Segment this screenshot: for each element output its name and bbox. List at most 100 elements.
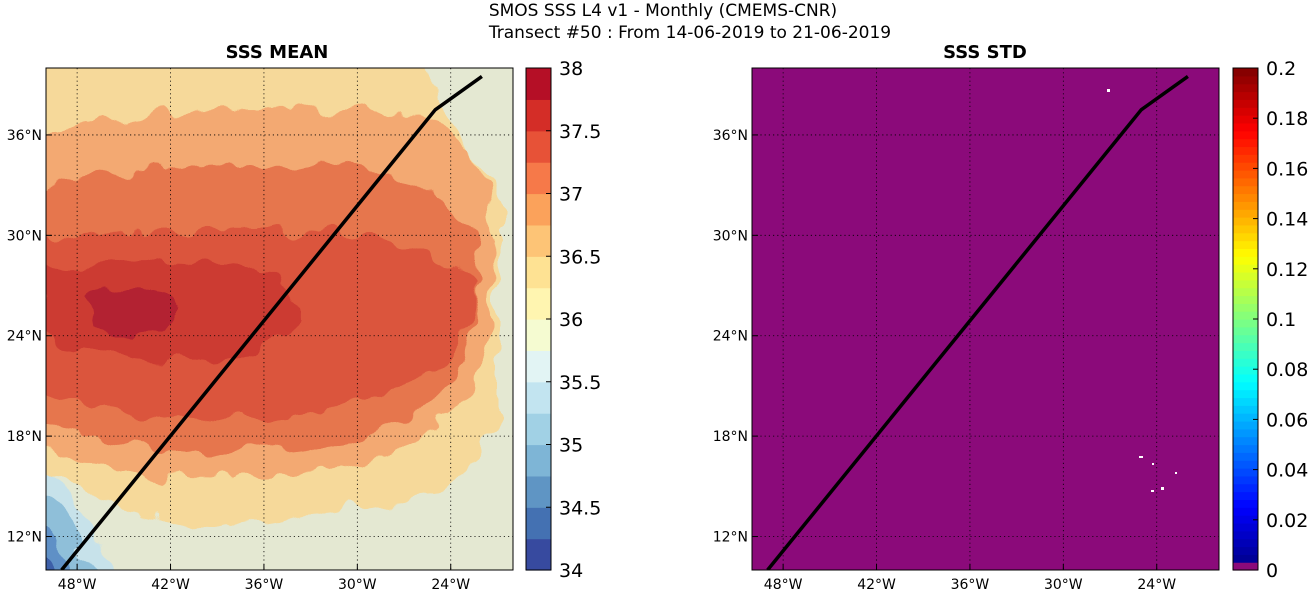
colorbar-segment [526,475,551,508]
colorbar-tick-label: 35.5 [559,372,601,394]
x-tick-label: 42°W [151,577,190,591]
sss-mean-axes: 48°W 42°W 36°W 30°W 24°W 36°N 30°N 24°N 18°N 12°N [7,128,471,591]
colorbar-segment [1233,405,1258,414]
colorbar-segment [1233,271,1258,281]
colorbar-segment [1233,146,1258,155]
colorbar-segment [1233,515,1258,524]
colorbar-segment [1233,397,1258,406]
colorbar-segment [1233,130,1258,140]
colorbar-segment [1233,91,1258,100]
colorbar-segment [1233,122,1258,132]
colorbar-segment [1233,530,1258,540]
colorbar-tick-label: 0.02 [1266,510,1308,532]
colorbar-segment [1233,107,1258,116]
sss-mean-colorbar: 38 37.5 37 36.5 36 35.5 35 34.5 34 [525,58,601,582]
colorbar-segment [1233,326,1258,336]
figure-title: SMOS SSS L4 v1 - Monthly (CMEMS-CNR) [489,1,837,21]
colorbar-segment [1233,381,1258,391]
colorbar-segment [526,162,551,195]
colorbar-tick-label: 0.18 [1266,108,1308,130]
colorbar-segment [526,350,551,383]
colorbar-segment [1233,201,1258,210]
colorbar-segment [526,256,551,289]
colorbar-segment [1233,507,1258,516]
colorbar-segment [1233,554,1258,563]
colorbar-segment [1233,491,1258,501]
sss-std-colorbar: 0.2 0.18 0.16 0.14 0.12 0.1 0.08 0.06 0.04 0.02 0 [1232,58,1308,582]
figure-subtitle: Transect #50 : From 14-06-2019 to 21-06-… [488,23,891,43]
colorbar-segment [1233,68,1258,77]
colorbar-segment [1233,475,1258,485]
sss-std-transect-line [766,74,1189,570]
sss-mean-transect-line [60,74,483,570]
x-tick-label: 48°W [58,577,97,591]
colorbar-segment [526,444,551,477]
colorbar-tick-label: 0.14 [1266,209,1308,231]
colorbar-segment [526,381,551,414]
colorbar-segment [1233,256,1258,265]
colorbar-segment [1233,154,1258,163]
colorbar-segment [526,224,551,257]
panel-title-sss-mean: SSS MEAN [226,42,329,63]
sss-std-missing-pixels [1107,89,1177,492]
colorbar-tick-label: 38 [559,58,583,80]
colorbar-segment [1233,185,1258,195]
colorbar-segment [1233,264,1258,273]
colorbar-segment [526,287,551,320]
colorbar-segment [1233,311,1258,320]
colorbar-segment [1233,350,1258,359]
colorbar-segment [1233,75,1258,85]
colorbar-segment [1233,138,1258,148]
colorbar-segment [1233,115,1258,124]
colorbar-segment [1233,319,1258,328]
colorbar-segment [1233,373,1258,383]
y-tick-label: 36°N [713,128,748,144]
colorbar-segment [526,538,551,571]
colorbar-segment [1233,436,1258,446]
colorbar-segment [1233,99,1258,108]
colorbar-tick-label: 0.2 [1266,58,1296,80]
colorbar-segment [526,130,551,163]
colorbar-segment [1233,177,1258,187]
colorbar-segment [1233,562,1258,571]
colorbar-segment [1233,420,1258,430]
colorbar-segment [1233,468,1258,477]
colorbar-tick-label: 34.5 [559,497,601,519]
colorbar-segment [1233,413,1258,422]
colorbar-segment [526,319,551,351]
sss-std-axes: 48°W 42°W 36°W 30°W 24°W 36°N 30°N 24°N 18°N 12°N [713,128,1177,591]
colorbar-segment [1233,389,1258,399]
colorbar-tick-label: 35 [559,435,583,457]
sss-mean-map [46,68,513,570]
y-tick-label: 24°N [7,329,42,345]
colorbar-segment [1233,546,1258,555]
sss-mean-frame [45,67,514,571]
colorbar-segment [1233,279,1258,289]
y-tick-label: 18°N [7,429,42,445]
colorbar-tick-label: 0.04 [1266,460,1308,482]
x-tick-label: 48°W [764,577,803,591]
colorbar-segment [1233,499,1258,508]
colorbar-segment [1233,217,1258,226]
colorbar-tick-label: 0.1 [1266,309,1296,331]
colorbar-segment [1233,162,1258,171]
colorbar-segment [1233,522,1258,532]
panel-title-sss-std: SSS STD [943,42,1027,63]
x-tick-label: 24°W [1137,577,1176,591]
colorbar-tick-label: 0.06 [1266,409,1308,431]
y-tick-label: 12°N [7,530,42,546]
colorbar-tick-label: 0.12 [1266,259,1308,281]
sss-std-frame [751,67,1220,571]
x-tick-label: 30°W [338,577,377,591]
colorbar-segment [1233,366,1258,375]
colorbar-segment [1233,209,1258,218]
colorbar-segment [526,99,551,132]
colorbar-tick-label: 34 [559,560,583,582]
x-tick-label: 36°W [245,577,284,591]
colorbar-segment [1233,342,1258,351]
sss-std-map [752,68,1219,570]
colorbar-tick-label: 37 [559,184,583,206]
colorbar-segment [1233,193,1258,202]
colorbar-segment [526,413,551,446]
